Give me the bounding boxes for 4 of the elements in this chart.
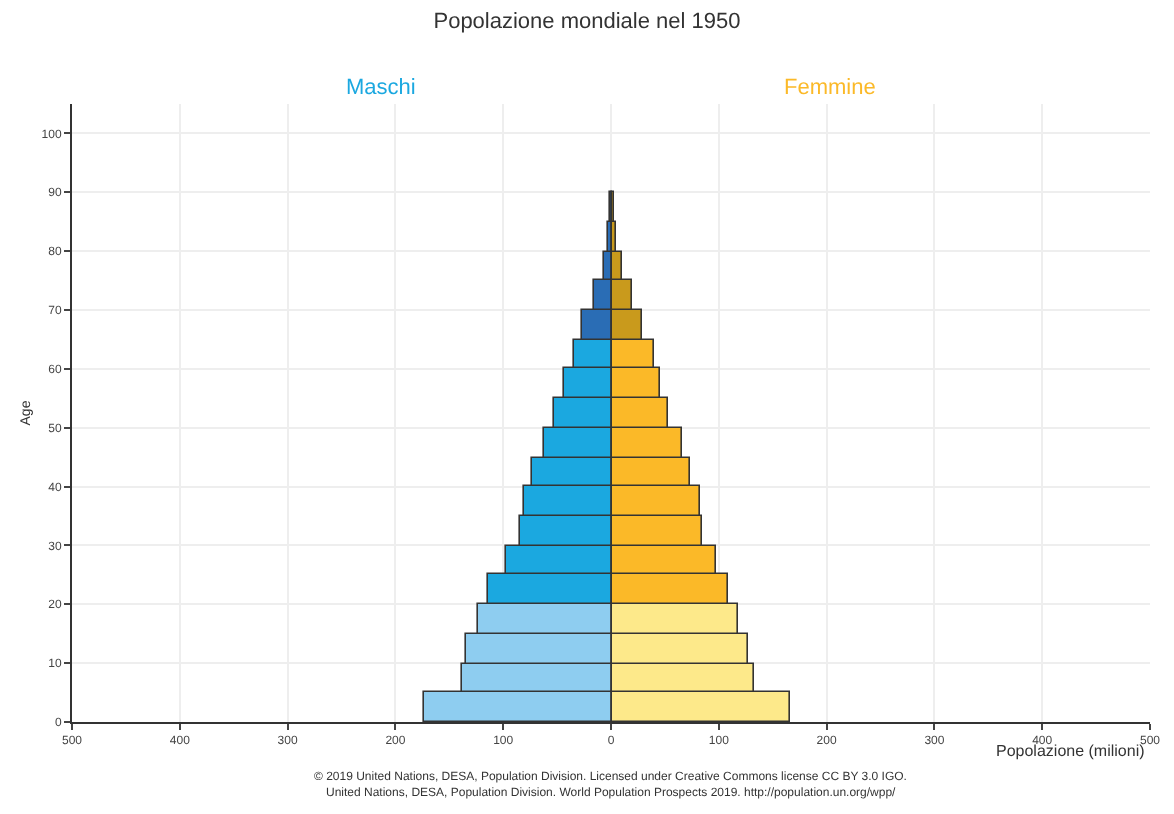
text: Femmine — [784, 76, 876, 100]
x-axis-title: Popolazione (milioni) — [996, 742, 1146, 760]
text: Maschi — [346, 76, 416, 100]
chart-title: Popolazione mondiale nel 1950 — [433, 9, 741, 34]
